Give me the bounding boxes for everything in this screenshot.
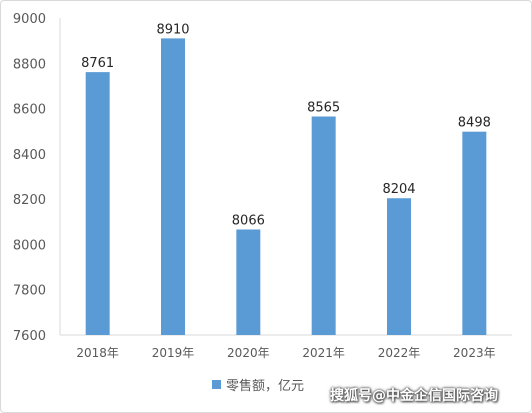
data-label: 8204 (382, 182, 415, 197)
bar (85, 72, 110, 336)
x-tick-label: 2019年 (152, 346, 195, 360)
x-tick-label: 2018年 (76, 346, 119, 360)
x-tick-label: 2022年 (378, 346, 421, 360)
bars (85, 38, 487, 336)
bar (161, 38, 185, 335)
data-labels: 8761 8910 8066 8565 8204 8498 (81, 22, 491, 228)
y-tick-label: 8200 (13, 193, 46, 208)
data-label: 8565 (307, 100, 340, 115)
y-tick-label: 8000 (13, 238, 46, 253)
data-label: 8498 (458, 116, 491, 131)
bar (387, 198, 411, 335)
y-tick-label: 7600 (13, 329, 46, 344)
data-label: 8066 (232, 213, 265, 228)
y-tick-label: 7800 (13, 284, 46, 299)
x-tick-label: 2020年 (227, 346, 270, 360)
legend-swatch (212, 380, 221, 389)
y-tick-label: 8600 (13, 103, 46, 118)
legend-label: 零售额，亿元 (226, 378, 304, 394)
y-tick-label: 8400 (13, 148, 46, 163)
bar (236, 229, 261, 335)
bar (311, 116, 336, 335)
bar (462, 131, 487, 335)
data-label: 8910 (156, 22, 189, 37)
data-label: 8761 (81, 56, 114, 71)
x-tick-labels: 2018年 2019年 2020年 2021年 2022年 2023年 (76, 346, 495, 360)
legend: 零售额，亿元 (212, 378, 304, 394)
watermark: 搜狐号@中金企信国际咨询 (330, 388, 498, 404)
y-tick-labels: 7600 7800 8000 8200 8400 8600 8800 9000 (13, 12, 46, 344)
x-tick-label: 2023年 (453, 346, 496, 360)
y-tick-label: 9000 (13, 12, 46, 27)
x-tick-label: 2021年 (302, 346, 345, 360)
y-tick-label: 8800 (13, 57, 46, 72)
